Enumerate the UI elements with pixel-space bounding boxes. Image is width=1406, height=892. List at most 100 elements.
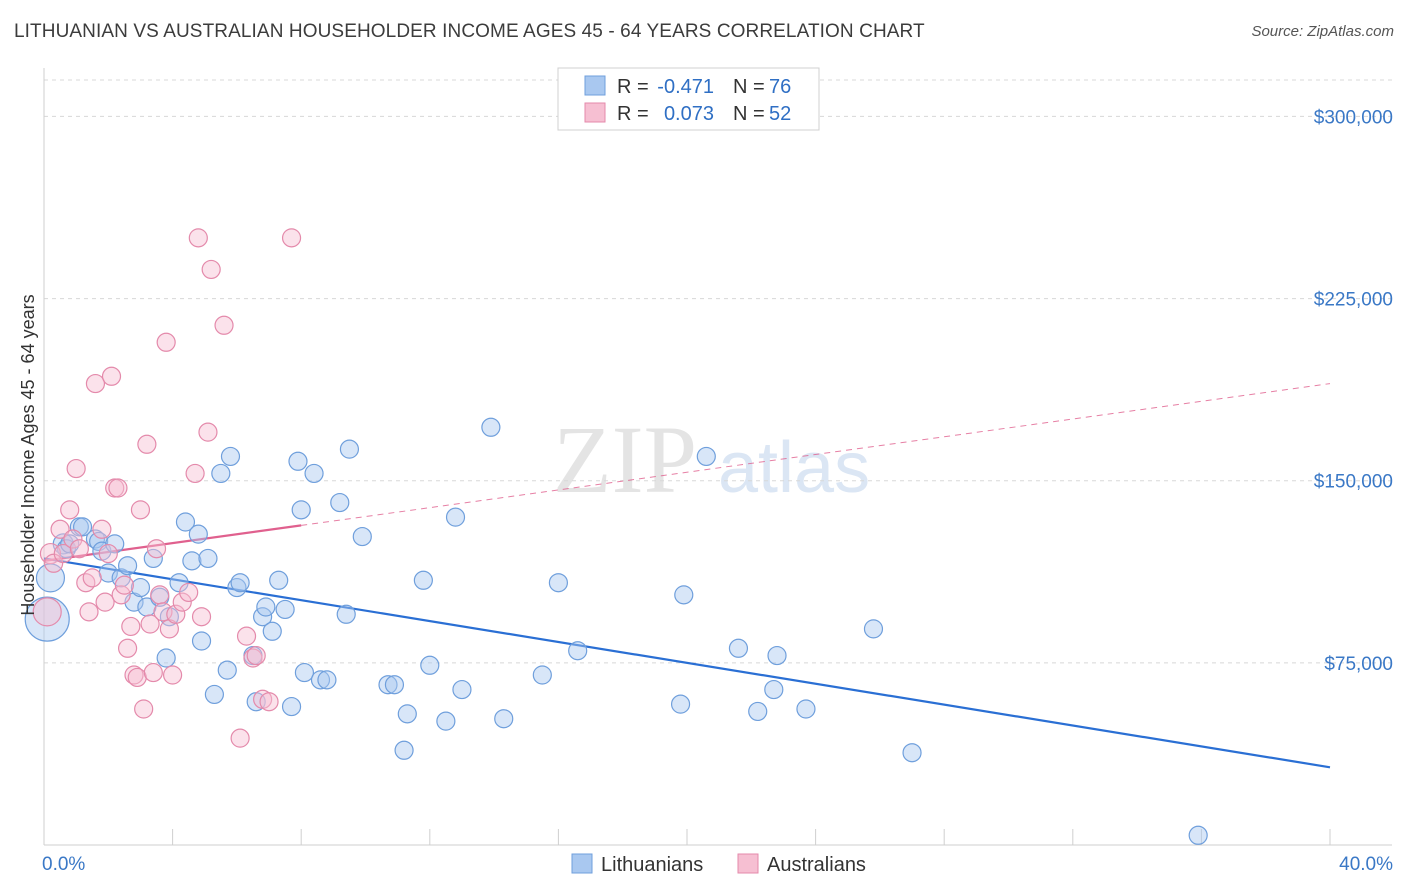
lithuanians-point (230, 573, 250, 593)
lithuanians-point (156, 648, 176, 668)
australians-point (243, 648, 263, 668)
lithuanians-point (339, 439, 360, 459)
lithuanians-point (1188, 825, 1208, 845)
legend-box: R = -0.471 N = 76 R = 0.073 N = 52 (557, 67, 820, 131)
lithuanians-point (336, 604, 356, 624)
australians-point (191, 607, 212, 627)
data-points (24, 228, 1208, 845)
australians-point (85, 373, 106, 394)
lithuanians-point (397, 704, 417, 724)
lithuanians-point (288, 451, 308, 471)
lithuanians-point (384, 675, 405, 695)
watermark-atlas: atlas (718, 428, 870, 508)
lithuanians-point (188, 524, 208, 544)
lithuanians-point (169, 573, 189, 593)
lithuanians-point (175, 512, 196, 532)
lithuanians-point (291, 500, 311, 520)
tick-labels: $75,000 $150,000 $225,000 $300,000 0.0% 40.0% (42, 107, 1393, 875)
lithuanians-point (317, 670, 337, 690)
lithuanians-point (532, 665, 552, 685)
lithuanians-point (330, 492, 350, 513)
lithuanians-point (310, 670, 331, 690)
lithuanians-point (294, 662, 315, 683)
australians-point (98, 543, 118, 564)
australians-point (101, 366, 122, 386)
lithuanians-point (696, 446, 716, 467)
legend-n-label: N = (733, 76, 765, 98)
australians-point (95, 592, 115, 612)
lithuanians-point (394, 740, 414, 760)
australians-point (201, 259, 221, 280)
lithuanians-point (568, 641, 588, 661)
legend-n-value: 76 (769, 76, 791, 98)
australians-point (188, 228, 208, 248)
y-tick-label: $75,000 (1324, 654, 1393, 675)
australians-point (179, 582, 199, 603)
lithuanians-point (378, 675, 398, 695)
lithuanians-point (796, 699, 816, 719)
lithuanians-point (24, 596, 70, 642)
source-credit: Source: ZipAtlas.com (1251, 23, 1394, 40)
australians-point (114, 575, 134, 595)
lithuanians-point (748, 701, 768, 722)
lithuanians-point (130, 577, 151, 598)
australians-point (281, 228, 302, 248)
x-tick-label: 40.0% (1339, 854, 1393, 875)
lithuanians-point (204, 684, 224, 705)
legend-r-label: R = (617, 103, 649, 125)
australians-point (82, 568, 102, 588)
australians-trend-extension (301, 383, 1331, 526)
legend-n-value: 52 (769, 103, 791, 125)
australians-point (214, 315, 234, 335)
lithuanians-point (269, 570, 289, 590)
y-tick-label: $150,000 (1314, 472, 1393, 493)
australians-point (166, 604, 186, 624)
lithuanians-point (674, 585, 694, 605)
lithuanians-point (767, 645, 787, 666)
lithuanians-point (105, 534, 125, 554)
australians-point (156, 332, 176, 352)
australians-point (146, 539, 167, 559)
lithuanians-trend-line (43, 557, 1331, 769)
lithuanians-legend-swatch (584, 75, 606, 96)
lithuanians-point (262, 621, 282, 641)
lithuanians-bottom-label: Lithuanians (601, 854, 703, 876)
australians-point (185, 463, 205, 484)
australians-point (163, 665, 183, 685)
lithuanians-point (182, 551, 202, 571)
australians-point (66, 458, 86, 479)
watermark-zip: ZIP (553, 406, 697, 513)
y-tick-label: $225,000 (1314, 290, 1393, 311)
australians-point (124, 665, 144, 685)
lithuanians-point (413, 570, 433, 590)
australians-point (127, 667, 147, 688)
lithuanians-point (452, 679, 472, 700)
australians-point (63, 529, 83, 549)
australians-legend-swatch (584, 102, 606, 123)
lithuanians-point (217, 660, 237, 680)
lithuanians-point (436, 711, 456, 731)
x-tick-label: 0.0% (42, 854, 85, 875)
axes (43, 68, 1392, 846)
legend-r-value: 0.073 (664, 103, 714, 125)
lithuanians-point (256, 597, 276, 617)
y-tick-label: $300,000 (1314, 107, 1393, 128)
lithuanians-point (728, 638, 749, 658)
australians-point (143, 662, 163, 683)
australians-point (150, 585, 170, 605)
australians-point (50, 519, 70, 539)
lithuanians-point (481, 417, 501, 437)
lithuanians-bottom-swatch (571, 853, 593, 874)
australians-point (32, 597, 62, 627)
lithuanians-point (198, 548, 218, 569)
lithuanians-point (117, 556, 138, 576)
lithuanians-point (352, 526, 372, 547)
australians-bottom-label: Australians (767, 854, 866, 876)
australians-point (121, 616, 141, 637)
australians-point (44, 553, 64, 573)
australians-point (69, 539, 89, 559)
lithuanians-point (548, 573, 569, 593)
lithuanians-point (902, 743, 922, 763)
lithuanians-point (304, 463, 324, 484)
lithuanians-point (275, 599, 295, 620)
